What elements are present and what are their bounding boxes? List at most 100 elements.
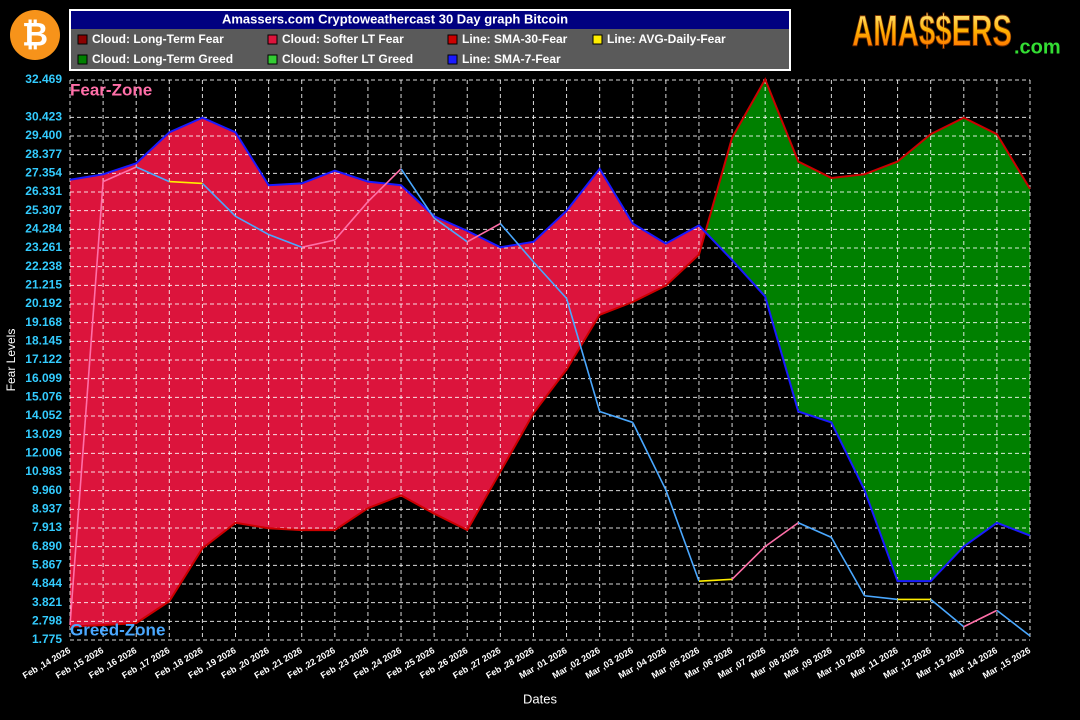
avg-segment xyxy=(367,168,402,203)
cloud xyxy=(169,117,203,602)
avg-segment xyxy=(764,522,799,548)
cloud xyxy=(202,117,236,549)
legend-label: Cloud: Softer LT Greed xyxy=(282,52,413,66)
avg-segment xyxy=(466,222,501,243)
avg-segment xyxy=(400,168,435,219)
avg-segment xyxy=(69,181,104,626)
y-tick-label: 23.261 xyxy=(25,240,62,254)
cloud xyxy=(533,210,567,414)
cloud xyxy=(930,117,964,582)
y-tick-label: 15.076 xyxy=(25,390,62,404)
legend-swatch xyxy=(267,34,278,45)
cloud xyxy=(566,168,600,370)
bitcoin-symbol: ₿ xyxy=(22,16,48,52)
cloud xyxy=(963,117,997,547)
y-tick-label: 26.331 xyxy=(25,184,62,198)
avg-segment xyxy=(930,598,965,628)
y-tick-label: 21.215 xyxy=(25,277,62,291)
avg-segment xyxy=(731,545,766,580)
avg-segment xyxy=(797,522,832,539)
y-tick-label: 1.775 xyxy=(32,632,62,646)
series-line xyxy=(69,77,1031,628)
bitcoin-icon xyxy=(10,10,60,60)
avg-segment xyxy=(532,261,568,299)
avg-segment xyxy=(268,233,303,249)
avg-segment xyxy=(334,201,369,241)
y-tick-label: 9.960 xyxy=(32,483,62,497)
cloud xyxy=(897,134,931,582)
cloud xyxy=(401,185,435,514)
avg-segment xyxy=(433,217,468,243)
y-tick-label: 27.354 xyxy=(25,165,62,179)
logo-suffix: .com xyxy=(1014,36,1061,58)
cloud xyxy=(268,183,302,531)
cloud xyxy=(467,230,501,531)
cloud xyxy=(765,79,799,412)
title-bar xyxy=(71,11,789,29)
avg-segment xyxy=(499,223,535,263)
legend-swatch xyxy=(447,34,458,45)
y-tick-label: 5.867 xyxy=(32,558,62,572)
avg-segment xyxy=(565,298,601,412)
y-tick-label: 28.377 xyxy=(25,147,62,161)
cloud xyxy=(599,168,633,315)
legend-label: Cloud: Softer LT Fear xyxy=(282,32,404,46)
avg-segment xyxy=(963,609,998,628)
cloud xyxy=(103,163,137,625)
y-tick-label: 32.469 xyxy=(25,72,62,86)
y-tick-label: 24.284 xyxy=(25,222,62,236)
legend-label: Line: SMA-7-Fear xyxy=(462,52,561,66)
avg-segment xyxy=(201,182,237,217)
y-tick-label: 20.192 xyxy=(25,296,62,310)
cloud xyxy=(301,170,335,531)
y-tick-label: 17.122 xyxy=(25,352,62,366)
annotation: Fear-Zone xyxy=(70,80,152,99)
y-axis-label: Fear Levels xyxy=(4,329,18,392)
avg-segment xyxy=(235,215,270,236)
cloud xyxy=(434,216,468,531)
y-tick-label: 4.844 xyxy=(32,576,62,590)
legend-label: Cloud: Long-Term Fear xyxy=(92,32,224,46)
y-tick-label: 19.168 xyxy=(25,315,62,329)
legend-swatch xyxy=(267,54,278,65)
y-tick-label: 30.423 xyxy=(25,110,62,124)
avg-segment xyxy=(169,180,203,185)
cloud xyxy=(632,223,666,303)
y-tick-label: 18.145 xyxy=(25,334,62,348)
legend-label: Line: AVG-Daily-Fear xyxy=(607,32,726,46)
legend-label: Line: SMA-30-Fear xyxy=(462,32,568,46)
logo: AMA$$ERS xyxy=(852,7,1012,56)
cloud xyxy=(798,161,832,423)
annotation: Greed-Zone xyxy=(70,620,165,639)
avg-segment xyxy=(599,410,634,424)
avg-segment xyxy=(135,166,170,183)
cloud xyxy=(665,225,699,286)
cloud xyxy=(996,134,1030,536)
legend-swatch xyxy=(77,34,88,45)
cloud xyxy=(500,241,534,472)
y-tick-label: 14.052 xyxy=(25,408,62,422)
avg-segment xyxy=(632,422,667,491)
avg-segment xyxy=(864,594,898,601)
avg-segment xyxy=(665,489,700,582)
series-line xyxy=(69,116,1031,583)
cloud xyxy=(235,132,269,529)
legend-label: Cloud: Long-Term Greed xyxy=(92,52,233,66)
legend-swatch xyxy=(77,54,88,65)
cloud xyxy=(136,132,170,624)
y-tick-label: 7.913 xyxy=(32,520,62,534)
cloud xyxy=(367,181,402,509)
y-tick-label: 6.890 xyxy=(32,539,62,553)
y-tick-label: 2.798 xyxy=(32,614,62,628)
cloud xyxy=(831,174,865,490)
y-tick-label: 10.983 xyxy=(25,464,62,478)
cloud xyxy=(705,137,733,261)
y-tick-label: 13.029 xyxy=(25,427,62,441)
avg-segment xyxy=(102,166,137,183)
y-tick-label: 25.307 xyxy=(25,203,62,217)
chart-title: Amassers.com Cryptoweathercast 30 Day gr… xyxy=(222,11,568,26)
legend-swatch xyxy=(592,34,603,45)
avg-segment xyxy=(301,239,335,249)
cloud xyxy=(334,170,368,531)
